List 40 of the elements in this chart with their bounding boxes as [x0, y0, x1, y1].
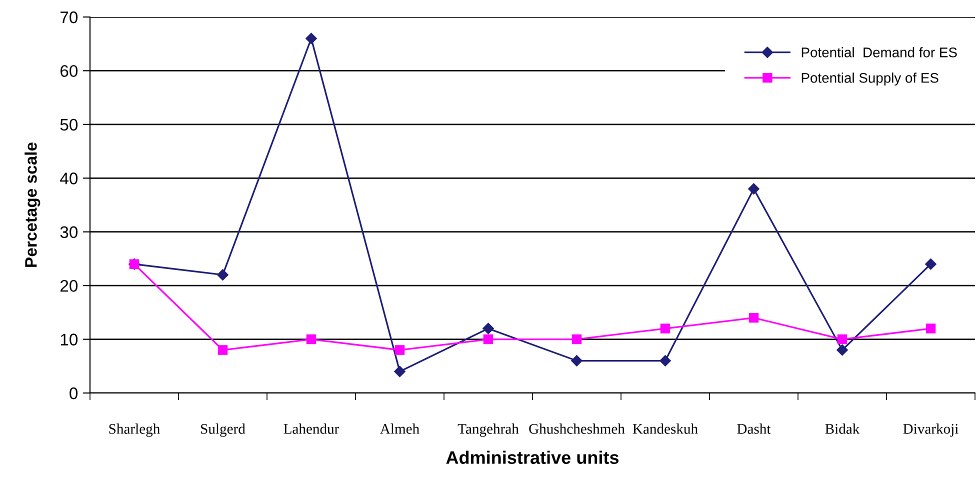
point — [660, 355, 671, 366]
point — [306, 334, 316, 344]
y-tick-label: 40 — [60, 172, 78, 184]
point — [394, 345, 405, 355]
x-tick-label: Dasht — [737, 424, 771, 434]
x-tick-label: Divarkoji — [903, 424, 958, 437]
x-tick-label: Sharlegh — [109, 424, 160, 437]
point — [483, 334, 494, 344]
point — [748, 183, 760, 194]
point — [836, 344, 848, 356]
point — [218, 345, 228, 355]
x-tick-label: Almeh — [380, 424, 420, 434]
y-tick-label: 0 — [70, 387, 78, 400]
x-tick-label: Tangehrah — [458, 424, 519, 437]
legend-label: Potential Demand for ES — [802, 47, 957, 58]
point — [748, 312, 759, 323]
x-tick-label: Sulgerd — [201, 424, 246, 437]
point — [925, 258, 936, 270]
y-tick-label: 10 — [60, 334, 78, 346]
y-tick-label: 50 — [60, 118, 78, 131]
point — [926, 324, 936, 334]
y-axis-title: Percetage scale — [24, 142, 40, 267]
y-tick-label: 60 — [60, 65, 78, 77]
point — [482, 322, 494, 334]
y-tick-label: 20 — [60, 280, 78, 292]
point — [306, 32, 317, 44]
point — [837, 334, 848, 344]
point — [660, 324, 670, 334]
x-axis-title: Administrative units — [446, 450, 619, 464]
x-tick-label: Lahendur — [284, 424, 340, 434]
point — [571, 355, 582, 366]
y-tick-label: 30 — [60, 226, 78, 238]
point — [394, 366, 406, 378]
x-tick-label: Ghushcheshmeh — [529, 424, 625, 434]
point — [217, 269, 228, 280]
y-tick-label: 70 — [60, 11, 78, 24]
x-tick-label: Kandeskuh — [632, 424, 698, 434]
point — [572, 334, 582, 344]
x-tick-label: Bidak — [825, 424, 860, 434]
legend-label: Potential Supply of ES — [802, 72, 938, 86]
